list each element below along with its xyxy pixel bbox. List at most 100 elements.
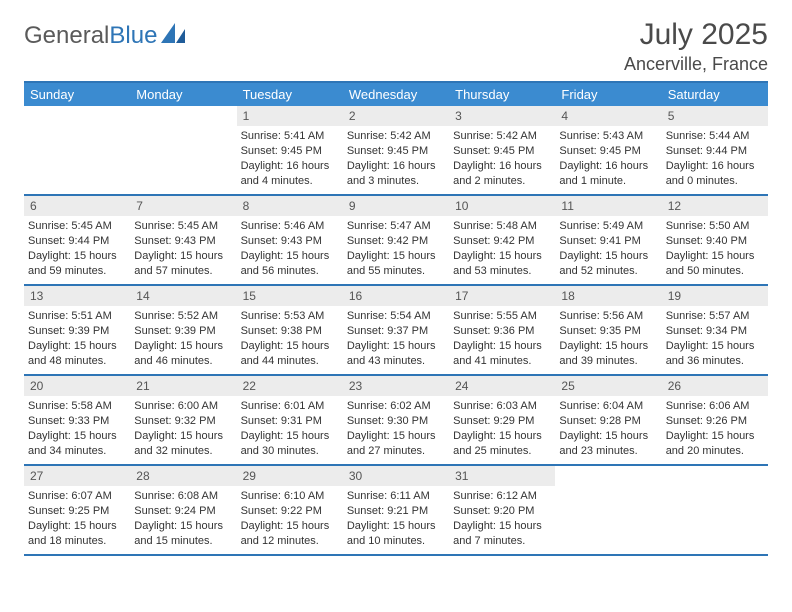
week-row: 13Sunrise: 5:51 AMSunset: 9:39 PMDayligh… (24, 286, 768, 376)
daylight-line1: Daylight: 15 hours (241, 519, 339, 534)
dow-cell: Monday (130, 83, 236, 106)
day-body: Sunrise: 5:41 AMSunset: 9:45 PMDaylight:… (237, 126, 343, 193)
daylight-line2: and 41 minutes. (453, 354, 551, 369)
day-cell: 2Sunrise: 5:42 AMSunset: 9:45 PMDaylight… (343, 106, 449, 194)
day-number: 26 (662, 376, 768, 396)
brand-text: GeneralBlue (24, 22, 157, 50)
sunset-text: Sunset: 9:22 PM (241, 504, 339, 519)
sunset-text: Sunset: 9:45 PM (559, 144, 657, 159)
sunset-text: Sunset: 9:44 PM (666, 144, 764, 159)
daylight-line1: Daylight: 16 hours (559, 159, 657, 174)
day-number: 24 (449, 376, 555, 396)
daylight-line2: and 23 minutes. (559, 444, 657, 459)
day-cell: 15Sunrise: 5:53 AMSunset: 9:38 PMDayligh… (237, 286, 343, 374)
day-number: 7 (130, 196, 236, 216)
sunset-text: Sunset: 9:20 PM (453, 504, 551, 519)
daylight-line1: Daylight: 15 hours (559, 339, 657, 354)
day-body: Sunrise: 6:02 AMSunset: 9:30 PMDaylight:… (343, 396, 449, 463)
day-number: 23 (343, 376, 449, 396)
day-cell: 17Sunrise: 5:55 AMSunset: 9:36 PMDayligh… (449, 286, 555, 374)
day-number: 8 (237, 196, 343, 216)
sunset-text: Sunset: 9:38 PM (241, 324, 339, 339)
daylight-line2: and 12 minutes. (241, 534, 339, 549)
daylight-line2: and 2 minutes. (453, 174, 551, 189)
daylight-line2: and 3 minutes. (347, 174, 445, 189)
sunrise-text: Sunrise: 5:43 AM (559, 129, 657, 144)
day-cell: 1Sunrise: 5:41 AMSunset: 9:45 PMDaylight… (237, 106, 343, 194)
day-body: Sunrise: 6:06 AMSunset: 9:26 PMDaylight:… (662, 396, 768, 463)
sunrise-text: Sunrise: 5:57 AM (666, 309, 764, 324)
dow-cell: Saturday (662, 83, 768, 106)
daylight-line1: Daylight: 15 hours (134, 339, 232, 354)
brand-part2: Blue (109, 22, 157, 49)
brand-part1: General (24, 22, 109, 49)
sunrise-text: Sunrise: 5:42 AM (347, 129, 445, 144)
sunrise-text: Sunrise: 6:03 AM (453, 399, 551, 414)
day-cell: 14Sunrise: 5:52 AMSunset: 9:39 PMDayligh… (130, 286, 236, 374)
day-body: Sunrise: 6:12 AMSunset: 9:20 PMDaylight:… (449, 486, 555, 553)
day-number: 18 (555, 286, 661, 306)
day-body: Sunrise: 5:50 AMSunset: 9:40 PMDaylight:… (662, 216, 768, 283)
daylight-line1: Daylight: 15 hours (28, 339, 126, 354)
sunrise-text: Sunrise: 5:52 AM (134, 309, 232, 324)
daylight-line2: and 20 minutes. (666, 444, 764, 459)
day-body: Sunrise: 5:57 AMSunset: 9:34 PMDaylight:… (662, 306, 768, 373)
daylight-line1: Daylight: 15 hours (28, 249, 126, 264)
day-of-week-header: SundayMondayTuesdayWednesdayThursdayFrid… (24, 83, 768, 106)
sunset-text: Sunset: 9:36 PM (453, 324, 551, 339)
daylight-line2: and 39 minutes. (559, 354, 657, 369)
day-number (662, 466, 768, 486)
sunset-text: Sunset: 9:44 PM (28, 234, 126, 249)
daylight-line1: Daylight: 15 hours (241, 429, 339, 444)
day-cell (130, 106, 236, 194)
sunrise-text: Sunrise: 6:01 AM (241, 399, 339, 414)
day-body: Sunrise: 6:00 AMSunset: 9:32 PMDaylight:… (130, 396, 236, 463)
daylight-line2: and 4 minutes. (241, 174, 339, 189)
day-body: Sunrise: 5:42 AMSunset: 9:45 PMDaylight:… (449, 126, 555, 193)
day-number: 19 (662, 286, 768, 306)
sunset-text: Sunset: 9:33 PM (28, 414, 126, 429)
daylight-line2: and 32 minutes. (134, 444, 232, 459)
daylight-line1: Daylight: 16 hours (666, 159, 764, 174)
day-body: Sunrise: 5:54 AMSunset: 9:37 PMDaylight:… (343, 306, 449, 373)
sunset-text: Sunset: 9:42 PM (453, 234, 551, 249)
day-number: 13 (24, 286, 130, 306)
dow-cell: Tuesday (237, 83, 343, 106)
daylight-line1: Daylight: 16 hours (453, 159, 551, 174)
daylight-line1: Daylight: 15 hours (347, 519, 445, 534)
daylight-line1: Daylight: 15 hours (241, 249, 339, 264)
dow-cell: Friday (555, 83, 661, 106)
sunset-text: Sunset: 9:43 PM (134, 234, 232, 249)
day-number: 28 (130, 466, 236, 486)
day-number: 3 (449, 106, 555, 126)
daylight-line2: and 30 minutes. (241, 444, 339, 459)
day-number (130, 106, 236, 126)
day-cell: 10Sunrise: 5:48 AMSunset: 9:42 PMDayligh… (449, 196, 555, 284)
day-number: 9 (343, 196, 449, 216)
day-number (24, 106, 130, 126)
day-number: 12 (662, 196, 768, 216)
daylight-line1: Daylight: 15 hours (134, 519, 232, 534)
location-label: Ancerville, France (624, 54, 768, 75)
day-number: 22 (237, 376, 343, 396)
brand-logo: GeneralBlue (24, 22, 187, 50)
daylight-line1: Daylight: 15 hours (347, 429, 445, 444)
day-cell: 31Sunrise: 6:12 AMSunset: 9:20 PMDayligh… (449, 466, 555, 554)
daylight-line2: and 34 minutes. (28, 444, 126, 459)
sunrise-text: Sunrise: 6:00 AM (134, 399, 232, 414)
sail-icon (161, 23, 187, 50)
day-number: 14 (130, 286, 236, 306)
sunrise-text: Sunrise: 5:53 AM (241, 309, 339, 324)
day-cell: 27Sunrise: 6:07 AMSunset: 9:25 PMDayligh… (24, 466, 130, 554)
sunrise-text: Sunrise: 5:48 AM (453, 219, 551, 234)
day-number: 11 (555, 196, 661, 216)
daylight-line1: Daylight: 15 hours (666, 249, 764, 264)
sunrise-text: Sunrise: 5:41 AM (241, 129, 339, 144)
day-body: Sunrise: 5:43 AMSunset: 9:45 PMDaylight:… (555, 126, 661, 193)
dow-cell: Thursday (449, 83, 555, 106)
day-cell: 8Sunrise: 5:46 AMSunset: 9:43 PMDaylight… (237, 196, 343, 284)
day-number (555, 466, 661, 486)
day-cell: 3Sunrise: 5:42 AMSunset: 9:45 PMDaylight… (449, 106, 555, 194)
sunset-text: Sunset: 9:42 PM (347, 234, 445, 249)
sunrise-text: Sunrise: 6:06 AM (666, 399, 764, 414)
